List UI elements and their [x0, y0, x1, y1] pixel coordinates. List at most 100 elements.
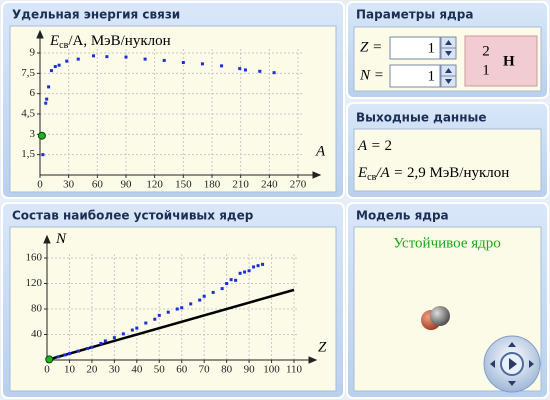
- element-box: [464, 35, 538, 87]
- data-point: [211, 290, 215, 294]
- y-tick-label: 120: [26, 277, 43, 289]
- y-tick-label: 80: [31, 303, 43, 315]
- x-tick-label: 120: [146, 179, 163, 191]
- y-label-sub: св: [59, 40, 68, 51]
- panel-energy: Удельная энергия связи: [1, 1, 345, 199]
- panel-params: Параметры ядра Z = 1 N = 1 2 1 H: [346, 1, 549, 99]
- n-value: 1: [428, 68, 436, 84]
- x-tick-label: 30: [63, 179, 75, 191]
- data-point: [229, 278, 233, 282]
- y-axis-label: Eсв/A, МэВ/нуклон: [49, 33, 171, 51]
- data-point: [53, 65, 57, 69]
- data-point: [44, 101, 48, 105]
- data-point: [121, 332, 125, 336]
- x-tick-label: 70: [199, 364, 211, 376]
- e-unit: МэВ/нуклон: [430, 165, 510, 181]
- element-symbol: H: [503, 53, 515, 69]
- current-point: [45, 355, 54, 364]
- data-point: [256, 264, 260, 268]
- data-point: [238, 271, 242, 275]
- data-point: [47, 85, 51, 89]
- data-point: [57, 63, 61, 67]
- data-point: [99, 341, 103, 345]
- panel-title: Состав наиболее устойчивых ядер: [12, 209, 254, 223]
- data-point: [200, 62, 204, 66]
- e-rest: /A =: [375, 165, 403, 181]
- x-tick-label: 0: [44, 364, 50, 376]
- panel-title: Параметры ядра: [356, 8, 473, 22]
- data-point: [272, 71, 276, 75]
- data-point: [261, 262, 265, 266]
- data-point: [175, 307, 179, 311]
- x-tick-label: 180: [204, 179, 221, 191]
- data-point: [124, 55, 128, 59]
- y-tick-label: 9: [30, 47, 36, 59]
- z-arrows: [445, 40, 452, 56]
- x-tick-label: 110: [286, 364, 303, 376]
- y-tick-label: 160: [26, 252, 43, 264]
- x-tick-label: 90: [121, 179, 133, 191]
- x-tick-label: 20: [86, 364, 98, 376]
- x-tick-label: 150: [175, 179, 192, 191]
- n-label: N =: [359, 67, 384, 83]
- plot-bg: [9, 25, 337, 193]
- data-point: [56, 355, 60, 359]
- x-axis-label: A: [315, 143, 326, 159]
- e-sub: св: [367, 172, 376, 183]
- y-tick-label: 3: [30, 128, 36, 140]
- y-tick-label: 6: [30, 87, 36, 99]
- data-point: [153, 317, 157, 321]
- panel-title: Удельная энергия связи: [12, 8, 180, 22]
- z-input[interactable]: [389, 36, 441, 60]
- x-tick-label: 60: [176, 364, 188, 376]
- x-tick-label: 80: [221, 364, 233, 376]
- data-point: [220, 64, 224, 68]
- data-point: [41, 153, 45, 157]
- x-tick-label: 240: [261, 179, 278, 191]
- y-tick-label: 1,5: [21, 148, 35, 160]
- y-label-rest: /A, МэВ/нуклон: [68, 33, 170, 49]
- atomic-number: 1: [482, 62, 490, 78]
- e-main: E: [357, 165, 367, 181]
- a-label: A =: [357, 138, 381, 154]
- data-point: [258, 69, 262, 73]
- play-icon: [509, 358, 517, 370]
- data-point: [181, 60, 185, 64]
- data-point: [67, 352, 71, 356]
- x-tick-label: 90: [244, 364, 256, 376]
- x-tick-label: 50: [154, 364, 166, 376]
- n-input[interactable]: [389, 64, 441, 88]
- x-tick-label: 0: [37, 179, 43, 191]
- x-tick-label: 40: [131, 364, 143, 376]
- data-point: [45, 97, 49, 101]
- e-output: Eсв/A = 2,9 МэВ/нуклон: [357, 165, 509, 183]
- data-point: [143, 57, 147, 61]
- y-tick-label: 40: [31, 328, 43, 340]
- data-point: [189, 302, 193, 306]
- status: Устойчивое ядро: [393, 235, 501, 251]
- n-arrows: [445, 68, 452, 84]
- x-axis-label: Z: [318, 339, 327, 355]
- a-value: 2: [385, 138, 393, 154]
- data-point: [85, 347, 89, 351]
- a-output: A = 2: [357, 138, 392, 154]
- panel-body: [353, 128, 542, 192]
- panel-title: Модель ядра: [356, 209, 449, 223]
- data-point: [180, 306, 184, 310]
- data-point: [202, 294, 206, 298]
- data-point: [76, 57, 80, 61]
- data-point: [238, 67, 242, 71]
- x-tick-label: 100: [263, 364, 280, 376]
- panel-output: Выходные данные A = 2 Eсв/A = 2,9 МэВ/ну…: [346, 102, 549, 199]
- data-point: [135, 326, 139, 330]
- data-point: [225, 282, 229, 285]
- e-value: 2,9: [407, 165, 426, 181]
- data-point: [243, 68, 247, 72]
- x-tick-label: 10: [64, 364, 76, 376]
- data-point: [252, 265, 256, 269]
- neutron: [430, 306, 450, 326]
- y-axis-label: N: [55, 231, 67, 247]
- x-tick-label: 60: [92, 179, 104, 191]
- x-tick-label: 270: [290, 179, 307, 191]
